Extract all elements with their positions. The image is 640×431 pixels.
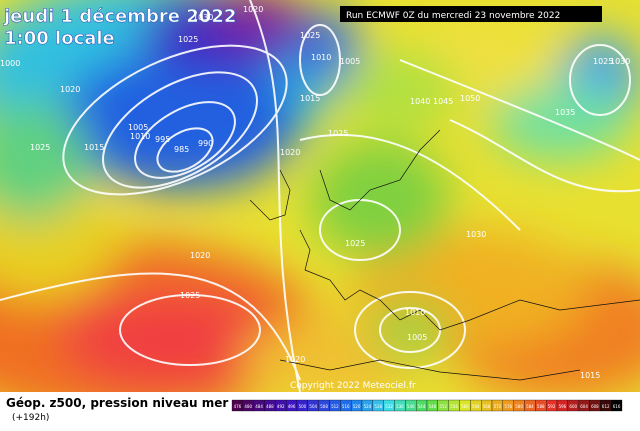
legend-label: 592	[548, 404, 556, 409]
isobar-label: 1030	[193, 13, 213, 22]
legend-label: 560	[461, 404, 469, 409]
legend-label: 564	[472, 404, 480, 409]
legend-label: 484	[255, 404, 263, 409]
legend-label: 508	[320, 404, 328, 409]
isobar-label: 1005	[407, 333, 427, 342]
legend-label: 588	[537, 404, 545, 409]
isobar-label: 1045	[433, 97, 453, 106]
legend-label: 572	[494, 404, 502, 409]
legend-label: 492	[277, 404, 285, 409]
legend-label: 504	[309, 404, 317, 409]
legend-label: 520	[353, 404, 361, 409]
isobar-label: 1010	[130, 132, 150, 141]
isobar-label: 1025	[180, 291, 200, 300]
legend-label: 548	[429, 404, 437, 409]
legend-label: 580	[515, 404, 523, 409]
isobar-label: 1015	[84, 143, 104, 152]
run-box	[340, 6, 602, 22]
legend-label: 556	[450, 404, 458, 409]
legend-label: 528	[374, 404, 382, 409]
isobar-label: 1000	[0, 59, 20, 68]
legend-swatch	[611, 399, 623, 412]
map-field	[0, 0, 640, 392]
footer-lead: (+192h)	[12, 413, 49, 423]
isobar-label: 1020	[285, 355, 305, 364]
isobar-label: 1030	[610, 57, 630, 66]
isobar-label: 1025	[345, 239, 365, 248]
legend-label: 488	[266, 404, 274, 409]
isobar-label: 985	[174, 145, 189, 154]
legend-label: 576	[504, 404, 512, 409]
time-label: 1:00 locale	[4, 28, 115, 49]
legend-label: 532	[385, 404, 393, 409]
legend-label: 584	[526, 404, 534, 409]
legend-label: 512	[331, 404, 339, 409]
legend-label: 568	[483, 404, 491, 409]
legend-label: 516	[342, 404, 350, 409]
legend-label: 596	[559, 404, 567, 409]
isobar-label: 1025	[593, 57, 613, 66]
isobar-label: 1025	[300, 31, 320, 40]
isobar-label: 1035	[555, 108, 575, 117]
legend-label: 500	[299, 404, 307, 409]
legend-label: 616	[613, 404, 621, 409]
legend-label: 608	[591, 404, 599, 409]
isobar-label: 1020	[280, 148, 300, 157]
isobar-label: 1005	[128, 123, 148, 132]
run-label: Run ECMWF 0Z du mercredi 23 novembre 202…	[346, 11, 560, 21]
isobar-label: 1015	[580, 371, 600, 380]
isobar-label: 1015	[300, 94, 320, 103]
isobar-label: 1010	[405, 308, 425, 317]
isobar-label: 1025	[30, 143, 50, 152]
date-label: jeudi 1 décembre 2022	[3, 6, 236, 27]
legend-label: 480	[244, 404, 252, 409]
isobar-label: 1020	[190, 251, 210, 260]
legend-label: 536	[396, 404, 404, 409]
isobar-label: 1040	[410, 97, 430, 106]
legend-label: 476	[234, 404, 242, 409]
copyright: Copyright 2022 Meteociel.fr	[290, 381, 416, 391]
isobar-label: 1025	[178, 35, 198, 44]
legend-label: 544	[418, 404, 426, 409]
legend-label: 552	[439, 404, 447, 409]
legend-label: 524	[364, 404, 372, 409]
isobar-label: 1025	[328, 129, 348, 138]
legend-label: 600	[569, 404, 577, 409]
isobar-label: 1050	[460, 94, 480, 103]
legend-label: 540	[407, 404, 415, 409]
footer-title: Géop. z500, pression niveau mer	[6, 396, 228, 410]
isobar-label: 1005	[340, 57, 360, 66]
isobar-label: 1010	[311, 53, 331, 62]
legend-label: 604	[580, 404, 588, 409]
isobar-label: 1020	[60, 85, 80, 94]
isobar-label: 990	[198, 139, 213, 148]
legend-label: 496	[288, 404, 296, 409]
legend-label: 612	[602, 404, 610, 409]
isobar-label: 1030	[466, 230, 486, 239]
isobar-label: 1020	[243, 5, 263, 14]
isobar-label: 995	[155, 135, 170, 144]
